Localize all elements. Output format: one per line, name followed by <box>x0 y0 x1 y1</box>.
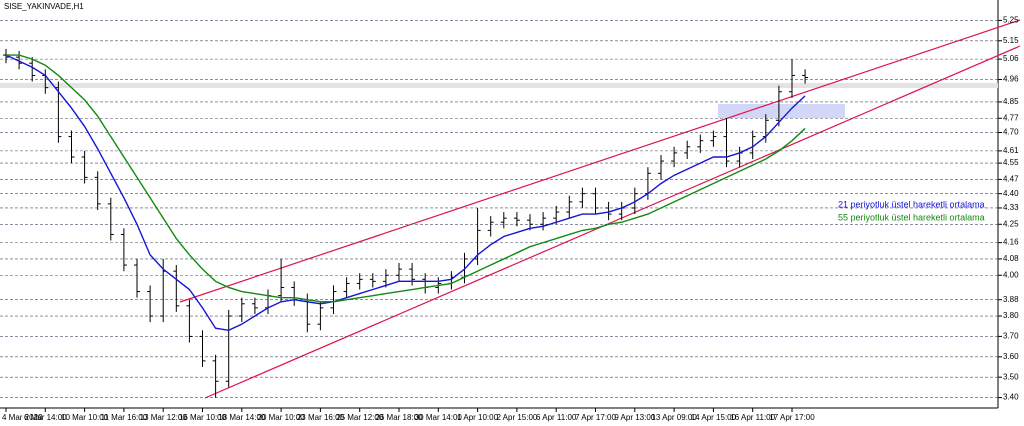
y-tick-label: 3.40 <box>1003 393 1019 402</box>
x-tick-label: 17 Apr 17:00 <box>769 413 815 422</box>
x-tick-label: 16 Mar 10:00 <box>179 413 227 422</box>
y-tick-label: 3.50 <box>1003 372 1019 381</box>
x-tick-label: 13 Apr 09:00 <box>651 413 697 422</box>
x-tick-label: 7 Apr 17:00 <box>575 413 616 422</box>
chart-title: SISE_YAKINVADE,H1 <box>4 2 84 11</box>
y-tick-label: 4.47 <box>1003 175 1019 184</box>
x-tick-label: 6 Apr 11:00 <box>536 413 577 422</box>
y-tick-label: 4.61 <box>1003 146 1019 155</box>
x-tick-label: 20 Mar 10:00 <box>258 413 306 422</box>
y-tick-label: 4.08 <box>1003 254 1019 263</box>
y-tick-label: 3.88 <box>1003 295 1019 304</box>
zone-rectangle <box>718 104 845 118</box>
y-tick-label: 4.70 <box>1003 128 1019 137</box>
y-tick-label: 3.80 <box>1003 311 1019 320</box>
y-tick-label: 4.55 <box>1003 158 1019 167</box>
x-tick-label: 11 Mar 16:00 <box>101 413 148 422</box>
x-tick-label: 13 Mar 12:00 <box>140 413 188 422</box>
x-tick-label: 18 Mar 14:00 <box>218 413 266 422</box>
y-tick-label: 4.85 <box>1003 97 1019 106</box>
y-tick-label: 3.60 <box>1003 352 1019 361</box>
ma-line <box>5 54 806 332</box>
x-tick-label: 6 Mar 14:00 <box>24 413 67 422</box>
x-tick-label: 2 Apr 15:00 <box>496 413 537 422</box>
x-tick-label: 25 Mar 12:00 <box>336 413 384 422</box>
x-tick-label: 26 Mar 18:00 <box>375 413 423 422</box>
x-tick-label: 30 Mar 14:00 <box>415 413 463 422</box>
legend-entry: 55 periyotluk üstel hareketli ortalama <box>838 212 985 222</box>
x-tick-label: 10 Mar 10:00 <box>61 413 109 422</box>
x-tick-label: 9 Apr 13:00 <box>614 413 655 422</box>
y-tick-label: 4.25 <box>1003 219 1019 228</box>
x-tick-label: 1 Apr 10:00 <box>457 413 498 422</box>
x-tick-label: 14 Apr 15:00 <box>691 413 737 422</box>
y-tick-label: 4.00 <box>1003 270 1019 279</box>
y-tick-label: 4.96 <box>1003 75 1019 84</box>
channel-lower <box>204 45 1021 399</box>
legend-entry: 21 periyotluk üstel hareketli ortalama <box>838 199 985 209</box>
y-tick-label: 4.33 <box>1003 203 1019 212</box>
x-tick-label: 16 Apr 11:00 <box>730 413 775 422</box>
level-band <box>0 83 998 88</box>
ma-line <box>6 54 806 303</box>
y-tick-label: 3.70 <box>1003 332 1019 341</box>
y-tick-label: 5.15 <box>1003 36 1019 45</box>
y-tick-label: 5.06 <box>1003 54 1019 63</box>
y-tick-label: 5.25 <box>1003 15 1019 24</box>
x-tick-label: 23 Mar 16:00 <box>297 413 345 422</box>
channel-upper <box>179 19 1021 303</box>
y-tick-label: 4.77 <box>1003 113 1019 122</box>
y-tick-label: 4.40 <box>1003 189 1019 198</box>
y-tick-label: 4.16 <box>1003 238 1019 247</box>
x-tick-label: 4 Mar 2020 <box>2 413 43 422</box>
